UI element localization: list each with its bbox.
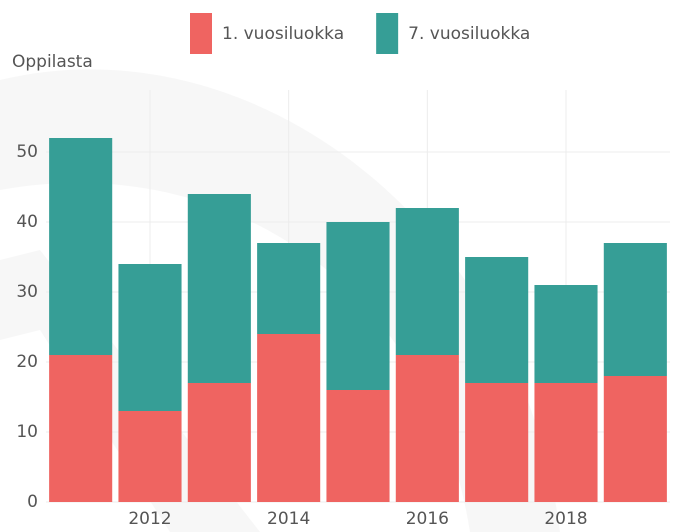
y-tick-label: 40 [16, 212, 38, 232]
bar [326, 390, 390, 502]
x-tick-label: 2018 [544, 509, 587, 529]
x-tick-label: 2014 [267, 509, 310, 529]
x-tick-label: 2016 [406, 509, 449, 529]
legend-swatch [376, 13, 399, 54]
bar [187, 194, 251, 383]
y-tick-label: 10 [16, 422, 38, 442]
bar [257, 243, 321, 334]
bar [118, 411, 182, 502]
y-tick-label: 50 [16, 142, 38, 162]
y-tick-label: 20 [16, 352, 38, 372]
bar [534, 383, 598, 502]
bar [257, 334, 321, 502]
bar [603, 243, 667, 376]
legend-label: 7. vuosiluokka [408, 24, 530, 44]
bar [395, 355, 459, 502]
bar [187, 383, 251, 502]
bar [465, 257, 529, 383]
bar [534, 285, 598, 383]
x-tick-label: 2012 [128, 509, 171, 529]
bar [603, 376, 667, 502]
legend-label: 1. vuosiluokka [222, 24, 344, 44]
watermark [0, 69, 560, 532]
y-axis-label: Oppilasta [12, 52, 93, 72]
bar [49, 355, 113, 502]
bar [395, 208, 459, 355]
y-tick-label: 30 [16, 282, 38, 302]
legend-swatch [190, 13, 212, 54]
y-tick-label: 0 [27, 492, 38, 512]
bar [326, 222, 390, 390]
bar [465, 383, 529, 502]
bar [49, 138, 113, 355]
bar [118, 264, 182, 411]
